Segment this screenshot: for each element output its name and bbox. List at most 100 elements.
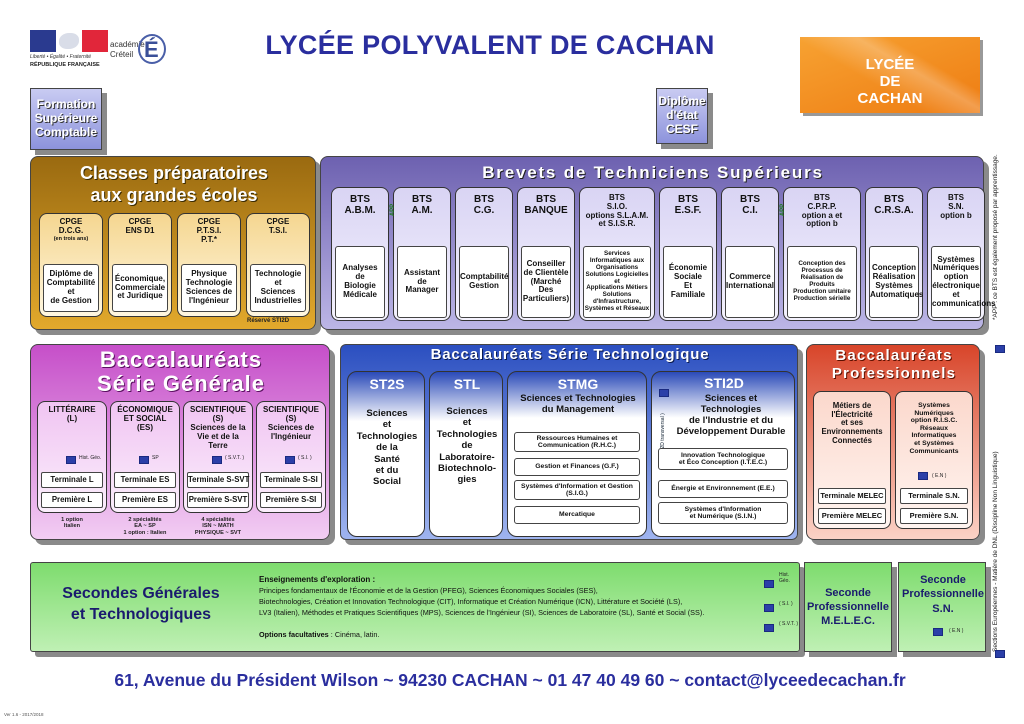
- bts-column: BTS S.I.O. options S.L.A.M. et S.I.S.R. Serv…: [579, 187, 655, 321]
- seconde-melec-box: Seconde Professionnelle M.E.L.E.C.: [804, 562, 892, 652]
- bts-column-head: BTS C.G.: [473, 194, 495, 216]
- section-tag: ( E.N ): [932, 473, 947, 479]
- stmg-option: Gestion et Finances (G.F.): [514, 458, 640, 476]
- sti2d-option: Systèmes d'Information et Numérique (S.I.…: [658, 502, 788, 524]
- sti2d-option: Innovation Technologique et Éco Conceptio…: [658, 448, 788, 470]
- options-label: Options facultatives: [259, 630, 329, 639]
- bts-column-body: Systèmes Numériques option électronique et c…: [931, 246, 996, 318]
- version-label: Ver 1.6 - 2017/2018: [4, 712, 44, 717]
- bac-general-head: SCIENTIFIQUE (S) Sciences de la Vie et de l…: [189, 405, 246, 450]
- bts-column: BTS C.P.R.P. option a et option b Conception…: [783, 187, 861, 321]
- bts-column-head: BTS A.M.: [411, 194, 433, 216]
- cpge-footnote: Réservé STI2D: [247, 318, 290, 324]
- euro-flag-icon: [139, 456, 149, 464]
- premiere-box: Première L: [41, 492, 103, 508]
- exploration-line-1: Principes fondamentaux de l'Économie et …: [259, 586, 598, 595]
- bac-pro-head: Métiers de l'Électricité et ses Environneme…: [821, 401, 883, 445]
- bts-column-body: Services Informatiques aux Organisations So…: [583, 246, 651, 318]
- bts-column-head: BTS E.S.F.: [674, 194, 702, 216]
- cpge-title-2: aux grandes écoles: [90, 185, 258, 205]
- bts-column: BTS A.B.M. Analyses de Biologie Médicale: [331, 187, 389, 321]
- bac-general-head: LITTÉRAIRE (L): [48, 405, 96, 423]
- bts-column-head: BTS BANQUE: [524, 194, 568, 216]
- bac-pro-section: Baccalauréats Professionnels Métiers de l…: [806, 344, 980, 540]
- bts-column: BTS A.M. Assistant de Manager: [393, 187, 451, 321]
- cpge-column-head: CPGE P.T.S.I. P.T.*: [196, 217, 222, 244]
- premiere-box: Première MELEC: [818, 508, 886, 524]
- bac-pro-column: Métiers de l'Électricité et ses Environneme…: [813, 391, 891, 529]
- bts-column-body: Conception des Processus de Réalisation de…: [787, 246, 857, 318]
- section-tag: Hist. Géo.: [79, 455, 102, 461]
- bts-column: BTS C.I. Commerce International: [721, 187, 779, 321]
- stmg-panel: STMG Sciences et Technologies du Manageme…: [507, 371, 647, 537]
- cpge-section: Classes préparatoires aux grandes écoles…: [30, 156, 316, 330]
- tag-svt: ( S.V.T. ): [779, 621, 798, 627]
- lycee-badge: LYCÉE DE CACHAN: [800, 37, 980, 113]
- cpge-column-head: CPGE T.S.I.: [266, 217, 290, 235]
- bac-general-column: SCIENTIFIQUE (S) Sciences de l'Ingénieur ( S…: [256, 401, 326, 513]
- bts-column-head: BTS C.P.R.P. option a et option b: [801, 193, 843, 229]
- diplome-etat-cesf-box: Diplôme d'état CESF: [656, 88, 708, 144]
- euro-flag-icon: [764, 619, 774, 637]
- bts-column-body: Conseiller de Clientèle (Marché Des Particul…: [521, 246, 571, 318]
- euro-flag-icon: [66, 456, 76, 464]
- bac-general-note: 1 option Italien: [61, 517, 83, 530]
- rf-label: RÉPUBLIQUE FRANÇAISE: [30, 62, 100, 68]
- exploration-title: Enseignements d'exploration :: [259, 575, 376, 584]
- euro-flag-icon: [995, 340, 1005, 358]
- section-tag: ( S.V.T. ): [225, 455, 244, 461]
- bts-column-body: Comptabilité Gestion: [459, 246, 509, 318]
- tag-hist-geo: Hist. Géo.: [779, 572, 790, 584]
- premiere-box: Première S-SI: [260, 492, 322, 508]
- bac-techno-title: Baccalauréats Série Technologique: [430, 346, 710, 363]
- cpge-column: CPGE P.T.S.I. P.T.* Physique Technologie Scie…: [177, 213, 241, 317]
- secondes-title-2: et Technologiques: [70, 606, 212, 623]
- tag-si: ( S.I. ): [779, 601, 793, 607]
- cpge-column-head: CPGE D.C.G. (en trois ans): [53, 217, 89, 242]
- bts-title: Brevets de Techniciens Supérieurs: [482, 163, 824, 182]
- euro-flag-icon: [659, 384, 669, 402]
- premiere-box: Première ES: [114, 492, 176, 508]
- badge-line-1: LYCÉE: [865, 56, 915, 73]
- terminale-box: Terminale S-SI: [260, 472, 322, 488]
- formation-superieure-comptable-box: Formation Supérieure Comptable: [30, 88, 102, 150]
- euro-flag-icon: [995, 645, 1005, 663]
- bac-techno-section: Baccalauréats Série Technologique ST2S S…: [340, 344, 798, 540]
- exploration-line-3: LV3 (Italien), Méthodes et Pratiques Sci…: [259, 608, 705, 617]
- sti2d-option: Énergie et Environnement (E.E.): [658, 480, 788, 498]
- bac-general-head: SCIENTIFIQUE (S) Sciences de l'Ingénieur: [262, 405, 319, 441]
- cpge-column-body: Technologie et Sciences Industrielles: [250, 264, 306, 312]
- bts-column-head: BTS A.B.M.: [344, 194, 376, 216]
- bac-pro-column: Systèmes Numériques option R.I.S.C. Réseaux…: [895, 391, 973, 529]
- badge-line-3: CACHAN: [857, 90, 923, 107]
- cpge-column: CPGE D.C.G. (en trois ans) Diplôme de Compta…: [39, 213, 103, 317]
- bac-general-column: LITTÉRAIRE (L) Hist. Géo. Terminale L Premiè…: [37, 401, 107, 513]
- app-note: *APP : ce BTS est également proposé par …: [992, 154, 999, 320]
- bts-column-body: Assistant de Manager: [397, 246, 447, 318]
- bts-column-body: Commerce International: [725, 246, 775, 318]
- seconde-sn-box: Seconde Professionnelle S.N. ( E.N ): [898, 562, 986, 652]
- app-tag: APP: [780, 203, 787, 217]
- cpge-column-head: CPGE ENS D1: [125, 217, 155, 235]
- bts-column-head: BTS C.R.S.A.: [874, 194, 914, 216]
- cpge-column-body: Diplôme de Comptabilité et de Gestion: [43, 264, 99, 312]
- bac-pro-title-1: Baccalauréats: [835, 347, 953, 364]
- premiere-box: Première S.N.: [900, 508, 968, 524]
- bac-general-title-2: Série Générale: [96, 371, 266, 396]
- bac-general-head: ÉCONOMIQUE ET SOCIAL (ES): [117, 405, 173, 432]
- secondes-title-1: Secondes Générales: [62, 585, 220, 602]
- stmg-option: Mercatique: [514, 506, 640, 524]
- bac-pro-title-2: Professionnels: [831, 365, 957, 382]
- options-value: : Cinéma, latin.: [328, 630, 380, 639]
- cpge-column: CPGE ENS D1 Économique, Commerciale et Jurid…: [108, 213, 172, 317]
- bac-general-section: Baccalauréats Série Générale LITTÉRAIRE(…: [30, 344, 330, 540]
- bts-column-head: BTS S.I.O. options S.L.A.M. et S.I.S.R.: [585, 193, 649, 229]
- page-title: LYCÉE POLYVALENT DE CACHAN: [265, 30, 715, 60]
- bts-column-head: BTS C.I.: [740, 194, 760, 216]
- bac-pro-head: Systèmes Numériques option R.I.S.C. Réseaux…: [909, 402, 959, 455]
- euro-flag-icon: [933, 626, 943, 638]
- stl-panel: STL Sciences et Technologies de Laboratoire-…: [429, 371, 503, 537]
- app-tag: APP: [390, 203, 397, 217]
- rf-motto: Liberté • Égalité • Fraternité: [30, 54, 92, 60]
- bac-general-note: 2 spécialités EA ~ SP 1 option : Italien: [123, 517, 167, 536]
